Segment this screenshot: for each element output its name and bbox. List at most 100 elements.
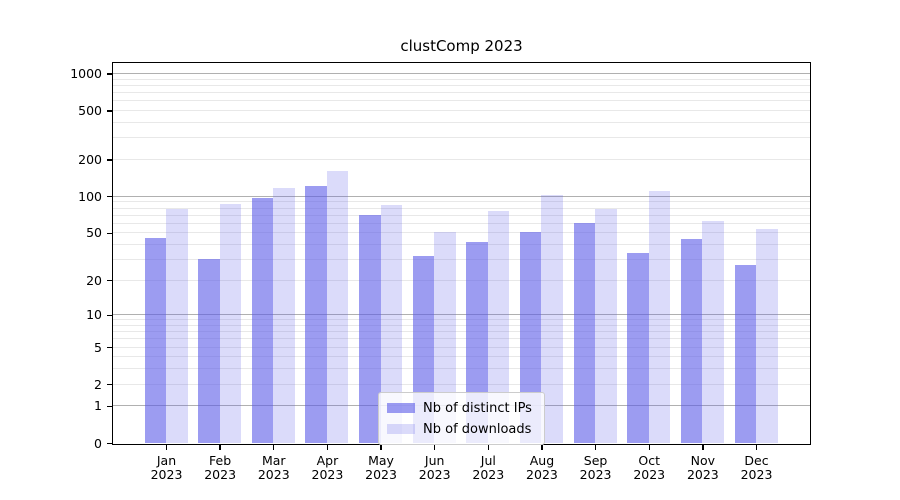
x-tick-label: Jan 2023 [150, 453, 183, 482]
y-tick-label: 1000 [70, 66, 102, 82]
legend-label-distinct-ips: Nb of distinct IPs [423, 400, 532, 416]
y-tick-mark [107, 110, 112, 112]
major-gridline [113, 73, 810, 75]
major-gridline [113, 195, 810, 197]
y-tick-label: 20 [86, 272, 102, 288]
minor-gridline [113, 137, 810, 139]
minor-gridline [113, 383, 810, 385]
y-tick-mark [107, 73, 112, 75]
bar-downloads-aug [541, 194, 563, 443]
bar-downloads-feb [219, 204, 242, 443]
bar-distinct-ips-mar [251, 197, 274, 443]
x-tick-mark [273, 445, 275, 450]
bar-downloads-apr [326, 171, 349, 443]
bar-downloads-mar [273, 188, 295, 443]
minor-gridline [113, 110, 810, 112]
minor-gridline [113, 92, 810, 94]
minor-gridline [113, 331, 810, 333]
minor-gridline [113, 356, 810, 358]
bar-distinct-ips-jan [144, 238, 166, 443]
bar-downloads-may [380, 204, 403, 443]
bar-distinct-ips-aug [519, 231, 542, 443]
minor-gridline [113, 368, 810, 370]
x-tick-mark [702, 445, 704, 450]
y-tick-mark [107, 159, 112, 161]
minor-gridline [113, 84, 810, 86]
y-tick-mark [107, 196, 112, 198]
bar-distinct-ips-apr [305, 186, 327, 443]
x-tick-mark [165, 445, 168, 450]
bar-distinct-ips-oct [627, 252, 649, 443]
plot-area: Nb of distinct IPs Nb of downloads [112, 62, 811, 445]
legend-item-distinct-ips: Nb of distinct IPs [387, 399, 536, 417]
y-tick-label: 5 [94, 339, 102, 355]
x-tick-label: Feb 2023 [204, 453, 237, 482]
bar-distinct-ips-dec [734, 264, 756, 443]
x-tick-mark [219, 445, 221, 450]
major-gridline [113, 314, 810, 316]
bar-distinct-ips-nov [680, 239, 703, 443]
minor-gridline [113, 222, 810, 224]
legend-label-downloads: Nb of downloads [423, 421, 532, 437]
bar-distinct-ips-sep [573, 223, 596, 443]
y-tick-label: 1 [94, 398, 102, 414]
y-tick-mark [107, 405, 112, 408]
x-tick-label: Mar 2023 [257, 453, 290, 482]
minor-gridline [113, 100, 810, 102]
bar-downloads-jun [434, 231, 456, 443]
x-tick-mark [380, 445, 382, 450]
bar-downloads-oct [648, 191, 671, 443]
x-tick-label: May 2023 [365, 453, 397, 482]
minor-gridline [113, 78, 810, 80]
bar-downloads-sep [595, 209, 617, 443]
y-tick-label: 10 [86, 307, 102, 323]
x-tick-mark [434, 445, 436, 450]
minor-gridline [113, 279, 810, 281]
legend-swatch-downloads [387, 424, 415, 434]
minor-gridline [113, 201, 810, 203]
minor-gridline [113, 258, 810, 260]
y-tick-mark [107, 384, 112, 386]
x-tick-label: Dec 2023 [740, 453, 773, 482]
minor-gridline [113, 121, 810, 123]
y-tick-mark [107, 232, 112, 234]
minor-gridline [113, 214, 810, 216]
legend-item-downloads: Nb of downloads [387, 420, 536, 438]
y-tick-mark [107, 280, 112, 282]
x-tick-label: Apr 2023 [311, 453, 344, 482]
bar-downloads-dec [756, 228, 778, 443]
minor-gridline [113, 243, 810, 245]
minor-gridline [113, 325, 810, 326]
x-tick-mark [487, 445, 489, 450]
x-tick-label: Oct 2023 [633, 453, 666, 482]
x-tick-label: Aug 2023 [526, 453, 558, 482]
x-tick-mark [594, 445, 597, 450]
x-tick-mark [755, 445, 758, 450]
y-tick-label: 200 [78, 151, 102, 167]
chart-title: clustComp 2023 [400, 37, 523, 55]
bar-distinct-ips-may [359, 215, 381, 443]
legend-swatch-distinct-ips [387, 403, 415, 413]
bar-downloads-jul [487, 210, 510, 443]
minor-gridline [113, 338, 810, 340]
minor-gridline [113, 346, 810, 348]
x-tick-mark [648, 445, 650, 450]
y-tick-mark [107, 347, 112, 349]
bar-downloads-nov [702, 221, 724, 443]
y-tick-label: 100 [78, 188, 102, 204]
y-tick-label: 500 [78, 103, 102, 119]
y-tick-label: 50 [86, 225, 102, 241]
y-tick-label: 2 [94, 376, 102, 392]
minor-gridline [113, 319, 810, 321]
x-tick-mark [541, 445, 543, 450]
minor-gridline [113, 232, 810, 234]
minor-gridline [113, 158, 810, 160]
x-tick-label: Jul 2023 [472, 453, 505, 482]
y-tick-mark [107, 442, 112, 445]
minor-gridline [113, 207, 810, 209]
legend: Nb of distinct IPs Nb of downloads [378, 392, 545, 445]
y-tick-label: 0 [94, 435, 102, 451]
x-tick-mark [326, 445, 329, 450]
x-tick-label: Nov 2023 [686, 453, 719, 482]
